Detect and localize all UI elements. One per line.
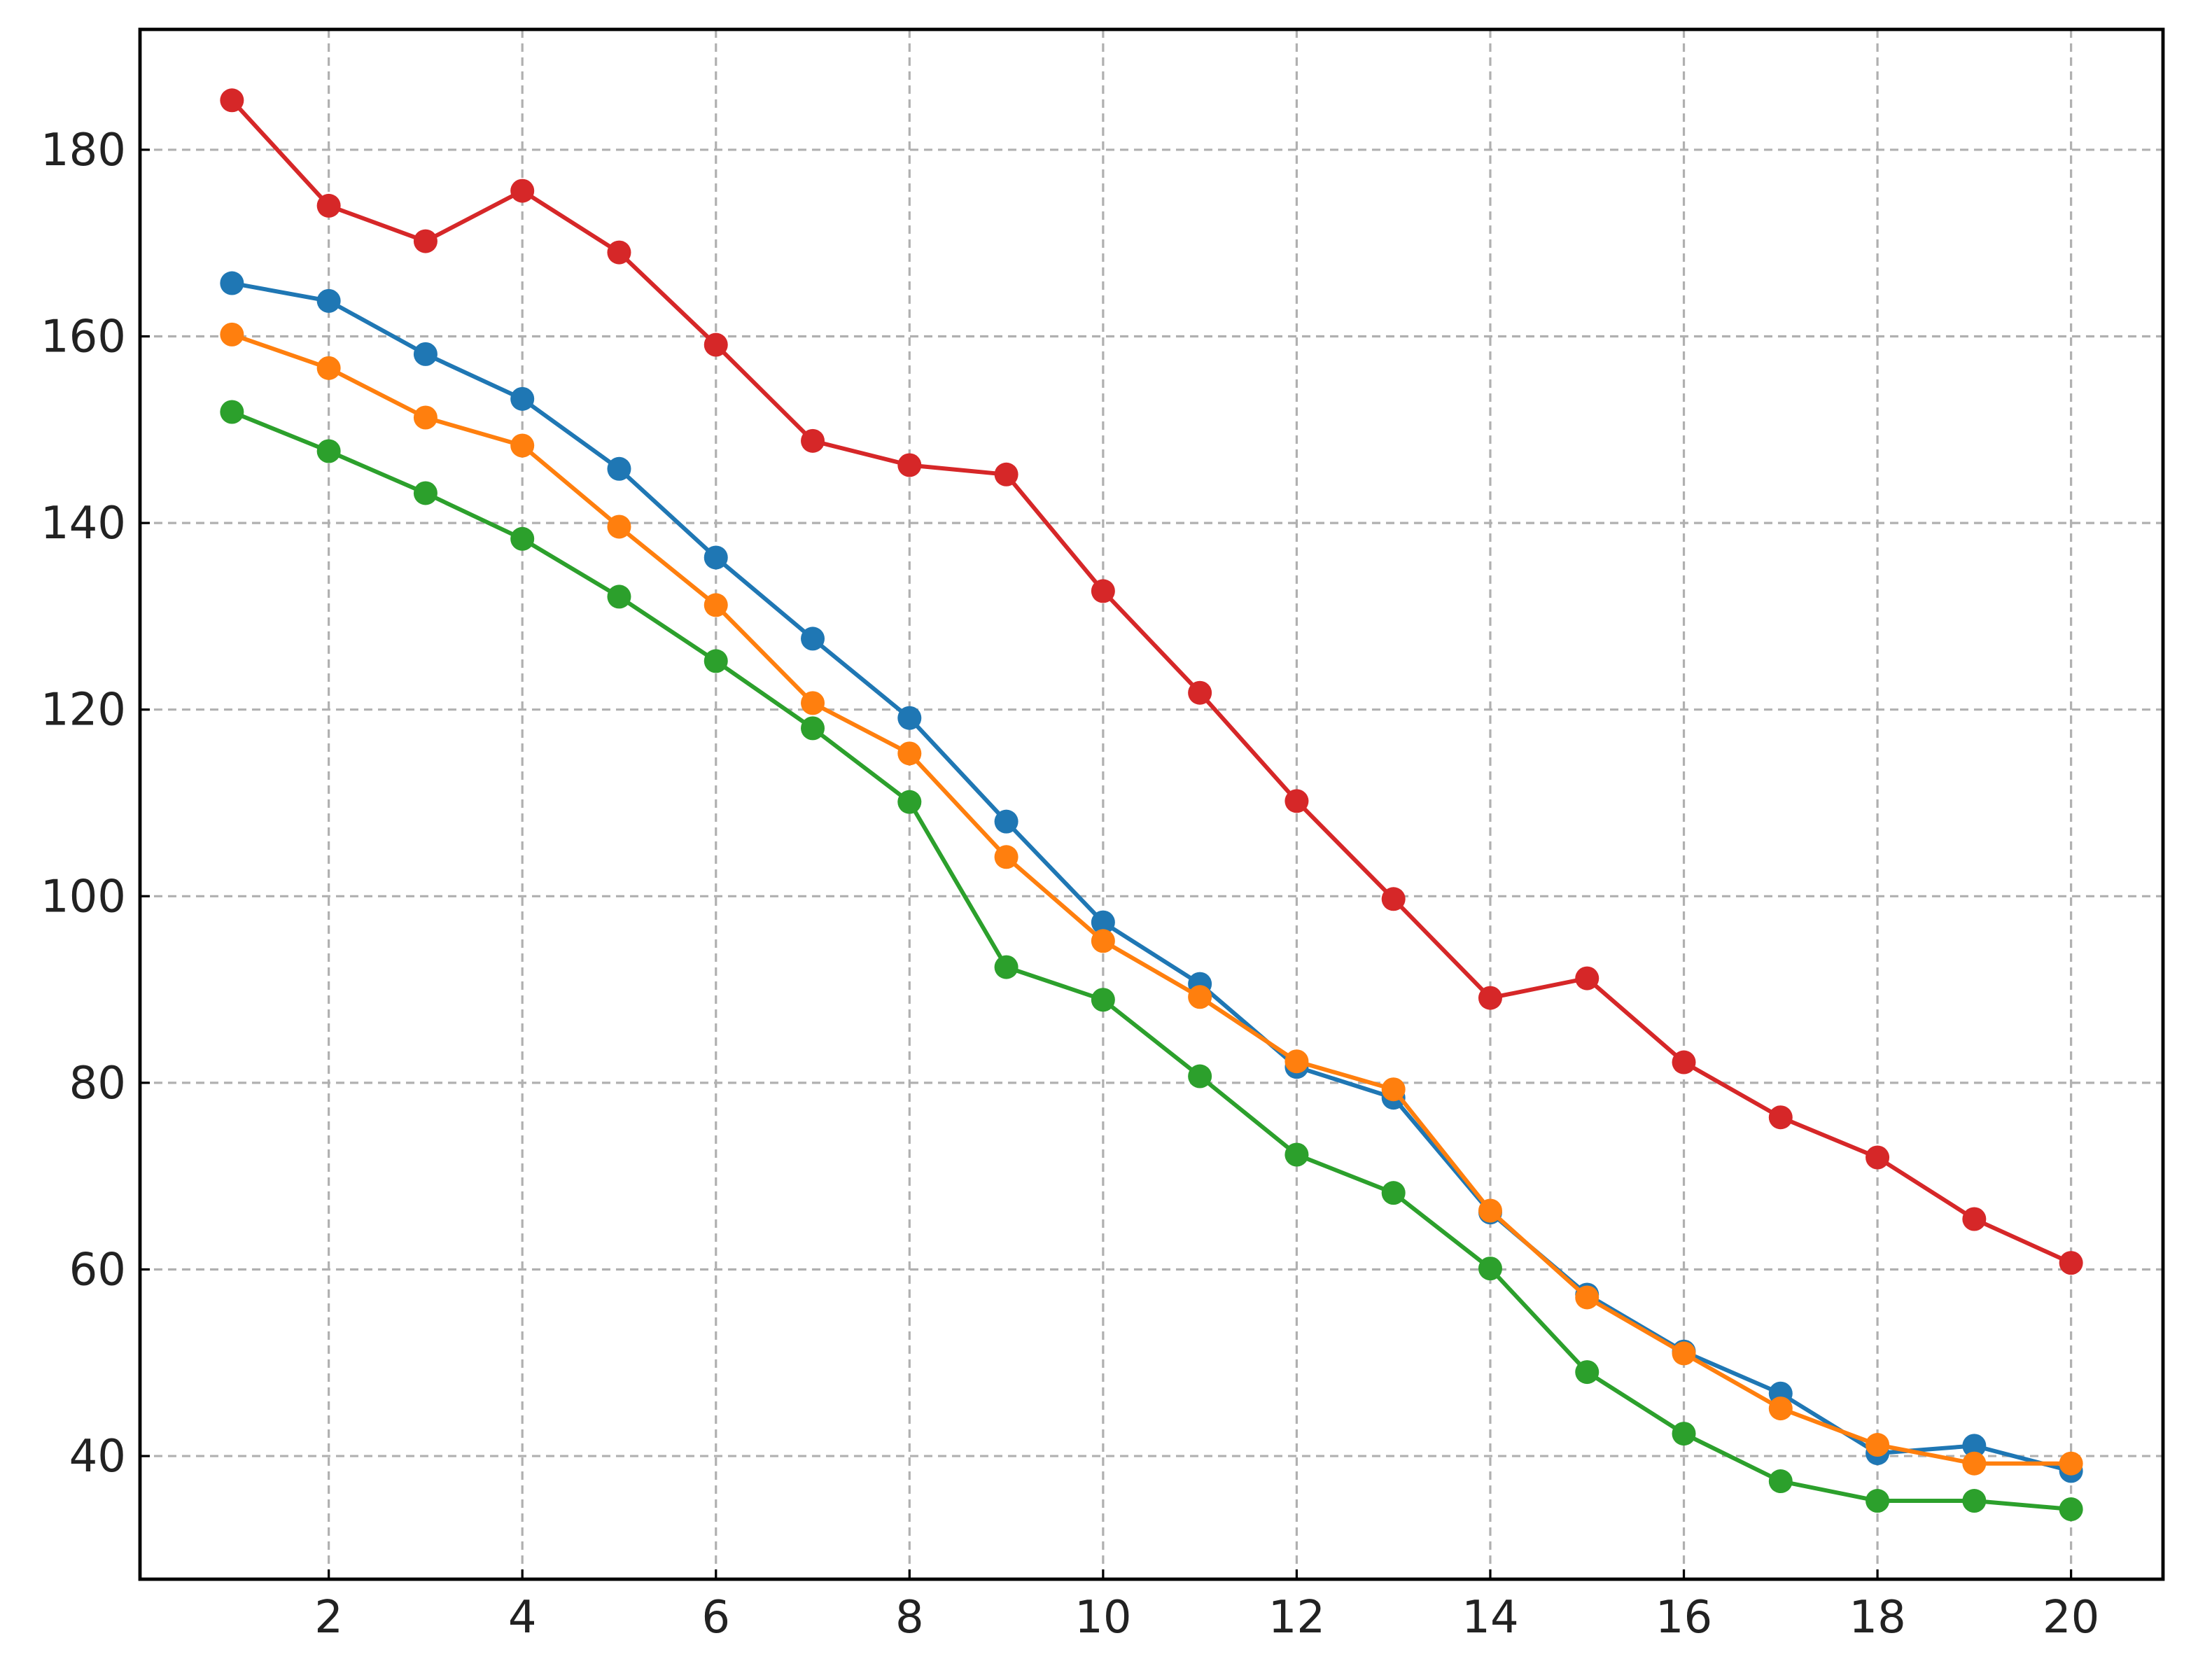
series-marker: [1381, 1181, 1406, 1205]
series-marker: [1188, 985, 1212, 1009]
series-marker: [2059, 1251, 2083, 1275]
series-marker: [316, 439, 341, 463]
series-marker: [1091, 988, 1115, 1012]
series-marker: [897, 741, 922, 766]
series-marker: [607, 584, 631, 609]
series-marker: [1188, 680, 1212, 705]
series-marker: [220, 322, 244, 346]
x-tick-label: 10: [1074, 1592, 1131, 1644]
series-marker: [801, 428, 825, 453]
series-marker: [316, 356, 341, 380]
series-marker: [1865, 1489, 1890, 1513]
series-marker: [704, 649, 728, 673]
x-tick-label: 4: [508, 1592, 537, 1644]
series-marker: [801, 626, 825, 651]
series-marker: [704, 332, 728, 357]
series-marker: [220, 400, 244, 424]
series-marker: [1962, 1434, 1987, 1458]
series-marker: [1478, 1256, 1502, 1281]
series-marker: [1091, 910, 1115, 934]
series-marker: [1768, 1469, 1793, 1494]
series-marker: [510, 386, 535, 411]
series-marker: [994, 955, 1018, 979]
x-tick-label: 2: [314, 1592, 343, 1644]
x-tick-label: 18: [1849, 1592, 1905, 1644]
series-marker: [1478, 986, 1502, 1010]
series-marker: [801, 691, 825, 715]
series-marker: [607, 514, 631, 539]
series-line: [230, 99, 2072, 1265]
series-marker: [1962, 1489, 1987, 1513]
series-marker: [1962, 1207, 1987, 1231]
series-line: [231, 281, 2072, 1474]
series-marker: [1575, 966, 1600, 990]
series-marker: [1284, 1049, 1309, 1074]
series-marker: [220, 271, 244, 295]
series-marker: [510, 526, 535, 551]
series-marker: [1768, 1396, 1793, 1421]
x-tick-label: 20: [2043, 1592, 2099, 1644]
plot-frame: [138, 27, 2165, 1581]
x-tick-label: 12: [1268, 1592, 1325, 1644]
series-marker: [1381, 1077, 1406, 1102]
series-marker: [1865, 1433, 1890, 1457]
series-marker: [1381, 887, 1406, 911]
x-tick-label: 14: [1462, 1592, 1518, 1644]
series-marker: [316, 288, 341, 313]
series-marker: [1672, 1050, 1696, 1074]
series-marker: [897, 453, 922, 477]
series-line: [231, 332, 2071, 1466]
series-marker: [413, 342, 438, 366]
series-marker: [316, 193, 341, 218]
y-tick-label: 140: [41, 498, 126, 550]
series-marker: [510, 433, 535, 458]
series-marker: [2059, 1451, 2083, 1476]
series-marker: [897, 790, 922, 814]
y-tick-label: 120: [41, 685, 126, 736]
series-marker: [1091, 929, 1115, 953]
x-tick-label: 6: [701, 1592, 730, 1644]
y-tick-label: 80: [69, 1058, 126, 1110]
y-tick-label: 180: [41, 125, 126, 176]
series-marker: [704, 593, 728, 617]
series-marker: [1575, 1285, 1600, 1310]
y-tick-label: 100: [41, 871, 126, 923]
series-marker: [1768, 1105, 1793, 1130]
y-tick-label: 160: [41, 312, 126, 363]
series-marker: [994, 462, 1018, 486]
series-marker: [607, 456, 631, 481]
x-tick-label: 8: [895, 1592, 924, 1644]
series-marker: [1478, 1198, 1502, 1223]
series-marker: [413, 405, 438, 430]
series-marker: [413, 481, 438, 505]
series-marker: [510, 178, 535, 203]
series-marker: [2059, 1497, 2083, 1522]
y-tick-label: 40: [69, 1431, 126, 1483]
series-marker: [1284, 1142, 1309, 1167]
series-marker: [1672, 1422, 1696, 1446]
series-marker: [704, 545, 728, 570]
series-marker: [1962, 1451, 1987, 1476]
series-marker: [1575, 1360, 1600, 1385]
series-marker: [1865, 1145, 1890, 1170]
x-tick-label: 16: [1656, 1592, 1712, 1644]
series-marker: [1188, 1064, 1212, 1088]
series-marker: [994, 845, 1018, 869]
series-marker: [1284, 789, 1309, 813]
series-marker: [413, 229, 438, 253]
series-marker: [607, 240, 631, 265]
series-marker: [801, 716, 825, 741]
series-marker: [994, 809, 1018, 834]
series-marker: [1672, 1341, 1696, 1366]
series-marker: [1091, 579, 1115, 603]
series-line: [231, 410, 2071, 1512]
series-marker: [897, 706, 922, 730]
series-marker: [220, 88, 244, 113]
y-tick-label: 60: [69, 1244, 126, 1296]
